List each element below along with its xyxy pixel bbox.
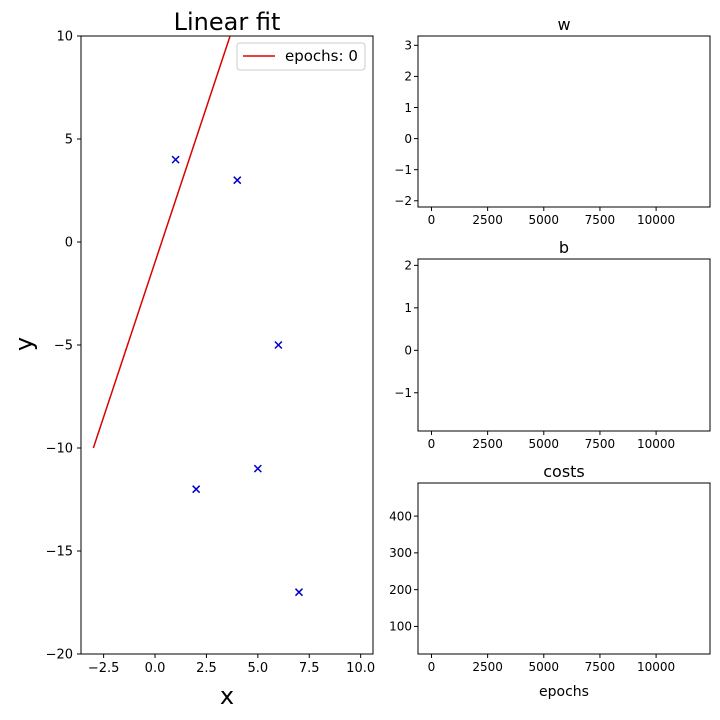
main-y-tick-label: −10 — [46, 442, 73, 457]
b-x-tick-label: 5000 — [529, 437, 560, 451]
w-y-tick-label: 0 — [404, 132, 412, 146]
main-y-tick-label: 0 — [65, 236, 73, 251]
costs-y-tick-label: 300 — [389, 546, 412, 560]
costs-panel: costs epochs 0 2500 5000 7500 10000 100 200 300… — [389, 462, 711, 700]
b-axes-frame — [417, 258, 711, 432]
costs-x-tick-label: 2500 — [472, 660, 503, 674]
w-x-tick-label: 5000 — [529, 213, 560, 227]
main-y-tick-label: −20 — [46, 648, 73, 663]
costs-x-tick-label: 10000 — [637, 660, 675, 674]
b-y-tick-label: 0 — [404, 344, 412, 358]
costs-y-tick-label: 400 — [389, 509, 412, 523]
main-x-tick-label: 0.0 — [145, 661, 166, 676]
main-y-tick-label: 10 — [56, 30, 73, 45]
w-x-tick-label: 10000 — [637, 213, 675, 227]
main-x-tick-label: 5.0 — [248, 661, 269, 676]
legend-box — [236, 42, 366, 71]
w-panel: w 0 2500 5000 7500 10000 −2 −1 0 1 2 3 — [394, 15, 711, 227]
data-point-marker — [192, 485, 201, 494]
data-point-stroke — [233, 176, 242, 185]
main-y-tick-label: 5 — [65, 133, 73, 148]
b-y-tick-label: 2 — [404, 259, 412, 273]
legend: epochs: 0 — [236, 42, 366, 71]
w-axes-frame — [417, 35, 711, 208]
data-point-marker — [253, 464, 262, 473]
b-x-tick-label: 7500 — [585, 437, 616, 451]
w-x-tick-label: 2500 — [472, 213, 503, 227]
b-y-tick-label: 1 — [404, 301, 412, 315]
w-x-tick-label: 7500 — [585, 213, 616, 227]
data-point-marker — [294, 588, 304, 597]
b-y-tick-label: −1 — [394, 386, 412, 400]
w-x-tick-label: 0 — [428, 213, 436, 227]
costs-axes-frame — [417, 482, 711, 655]
b-x-tick-label: 0 — [428, 437, 436, 451]
w-y-tick-label: −2 — [394, 194, 412, 208]
b-chart-title: b — [559, 238, 569, 257]
main-x-tick-label: 2.5 — [196, 661, 217, 676]
data-point-stroke — [274, 340, 283, 350]
b-x-tick-label: 2500 — [472, 437, 503, 451]
data-point-stroke — [192, 485, 201, 494]
costs-x-axis-label: epochs — [539, 684, 589, 700]
main-x-tick-label: −2.5 — [88, 661, 120, 676]
main-x-tick-label: 10.0 — [346, 661, 375, 676]
main-x-axis-label: x — [220, 682, 234, 710]
costs-x-tick-label: 5000 — [529, 660, 560, 674]
data-point-marker — [274, 340, 283, 350]
data-point-marker — [233, 176, 242, 185]
main-x-tick-label: 7.5 — [299, 661, 320, 676]
main-plot-area: −2.5 0.0 2.5 5.0 7.5 10.0 −20 −15 −10 −5 0 5 10 epoch… — [46, 30, 376, 676]
w-y-tick-label: −1 — [394, 163, 412, 177]
costs-y-tick-label: 100 — [389, 620, 412, 634]
costs-x-tick-label: 7500 — [585, 660, 616, 674]
b-x-tick-label: 10000 — [637, 437, 675, 451]
w-chart-title: w — [557, 15, 570, 34]
costs-plot-area: 0 2500 5000 7500 10000 100 200 300 400 — [389, 482, 711, 674]
b-plot-area: 0 2500 5000 7500 10000 −1 0 1 2 — [394, 258, 711, 451]
main-y-tick-label: −5 — [54, 339, 73, 354]
data-point-stroke — [294, 588, 304, 597]
costs-y-tick-label: 200 — [389, 583, 412, 597]
costs-chart-title: costs — [543, 462, 585, 481]
legend-label: epochs: 0 — [285, 47, 358, 65]
main-axes-frame — [80, 35, 374, 655]
main-y-tick-label: −15 — [46, 545, 73, 560]
main-chart-title: Linear fit — [174, 8, 281, 36]
w-y-tick-label: 3 — [404, 39, 412, 53]
data-point-stroke — [171, 155, 180, 164]
main-y-axis-label: y — [10, 337, 38, 351]
data-point-marker — [171, 155, 180, 164]
b-panel: b 0 2500 5000 7500 10000 −1 0 1 2 — [394, 238, 711, 451]
fit-line — [92, 36, 231, 449]
w-y-tick-label: 1 — [404, 101, 412, 115]
w-plot-area: 0 2500 5000 7500 10000 −2 −1 0 1 2 3 — [394, 35, 711, 227]
linear-fit-panel: Linear fit x y −2.5 0.0 2.5 5.0 7.5 10.0 −20 −1… — [10, 8, 375, 710]
w-y-tick-label: 2 — [404, 70, 412, 84]
data-point-stroke — [253, 464, 262, 473]
costs-x-tick-label: 0 — [428, 660, 436, 674]
